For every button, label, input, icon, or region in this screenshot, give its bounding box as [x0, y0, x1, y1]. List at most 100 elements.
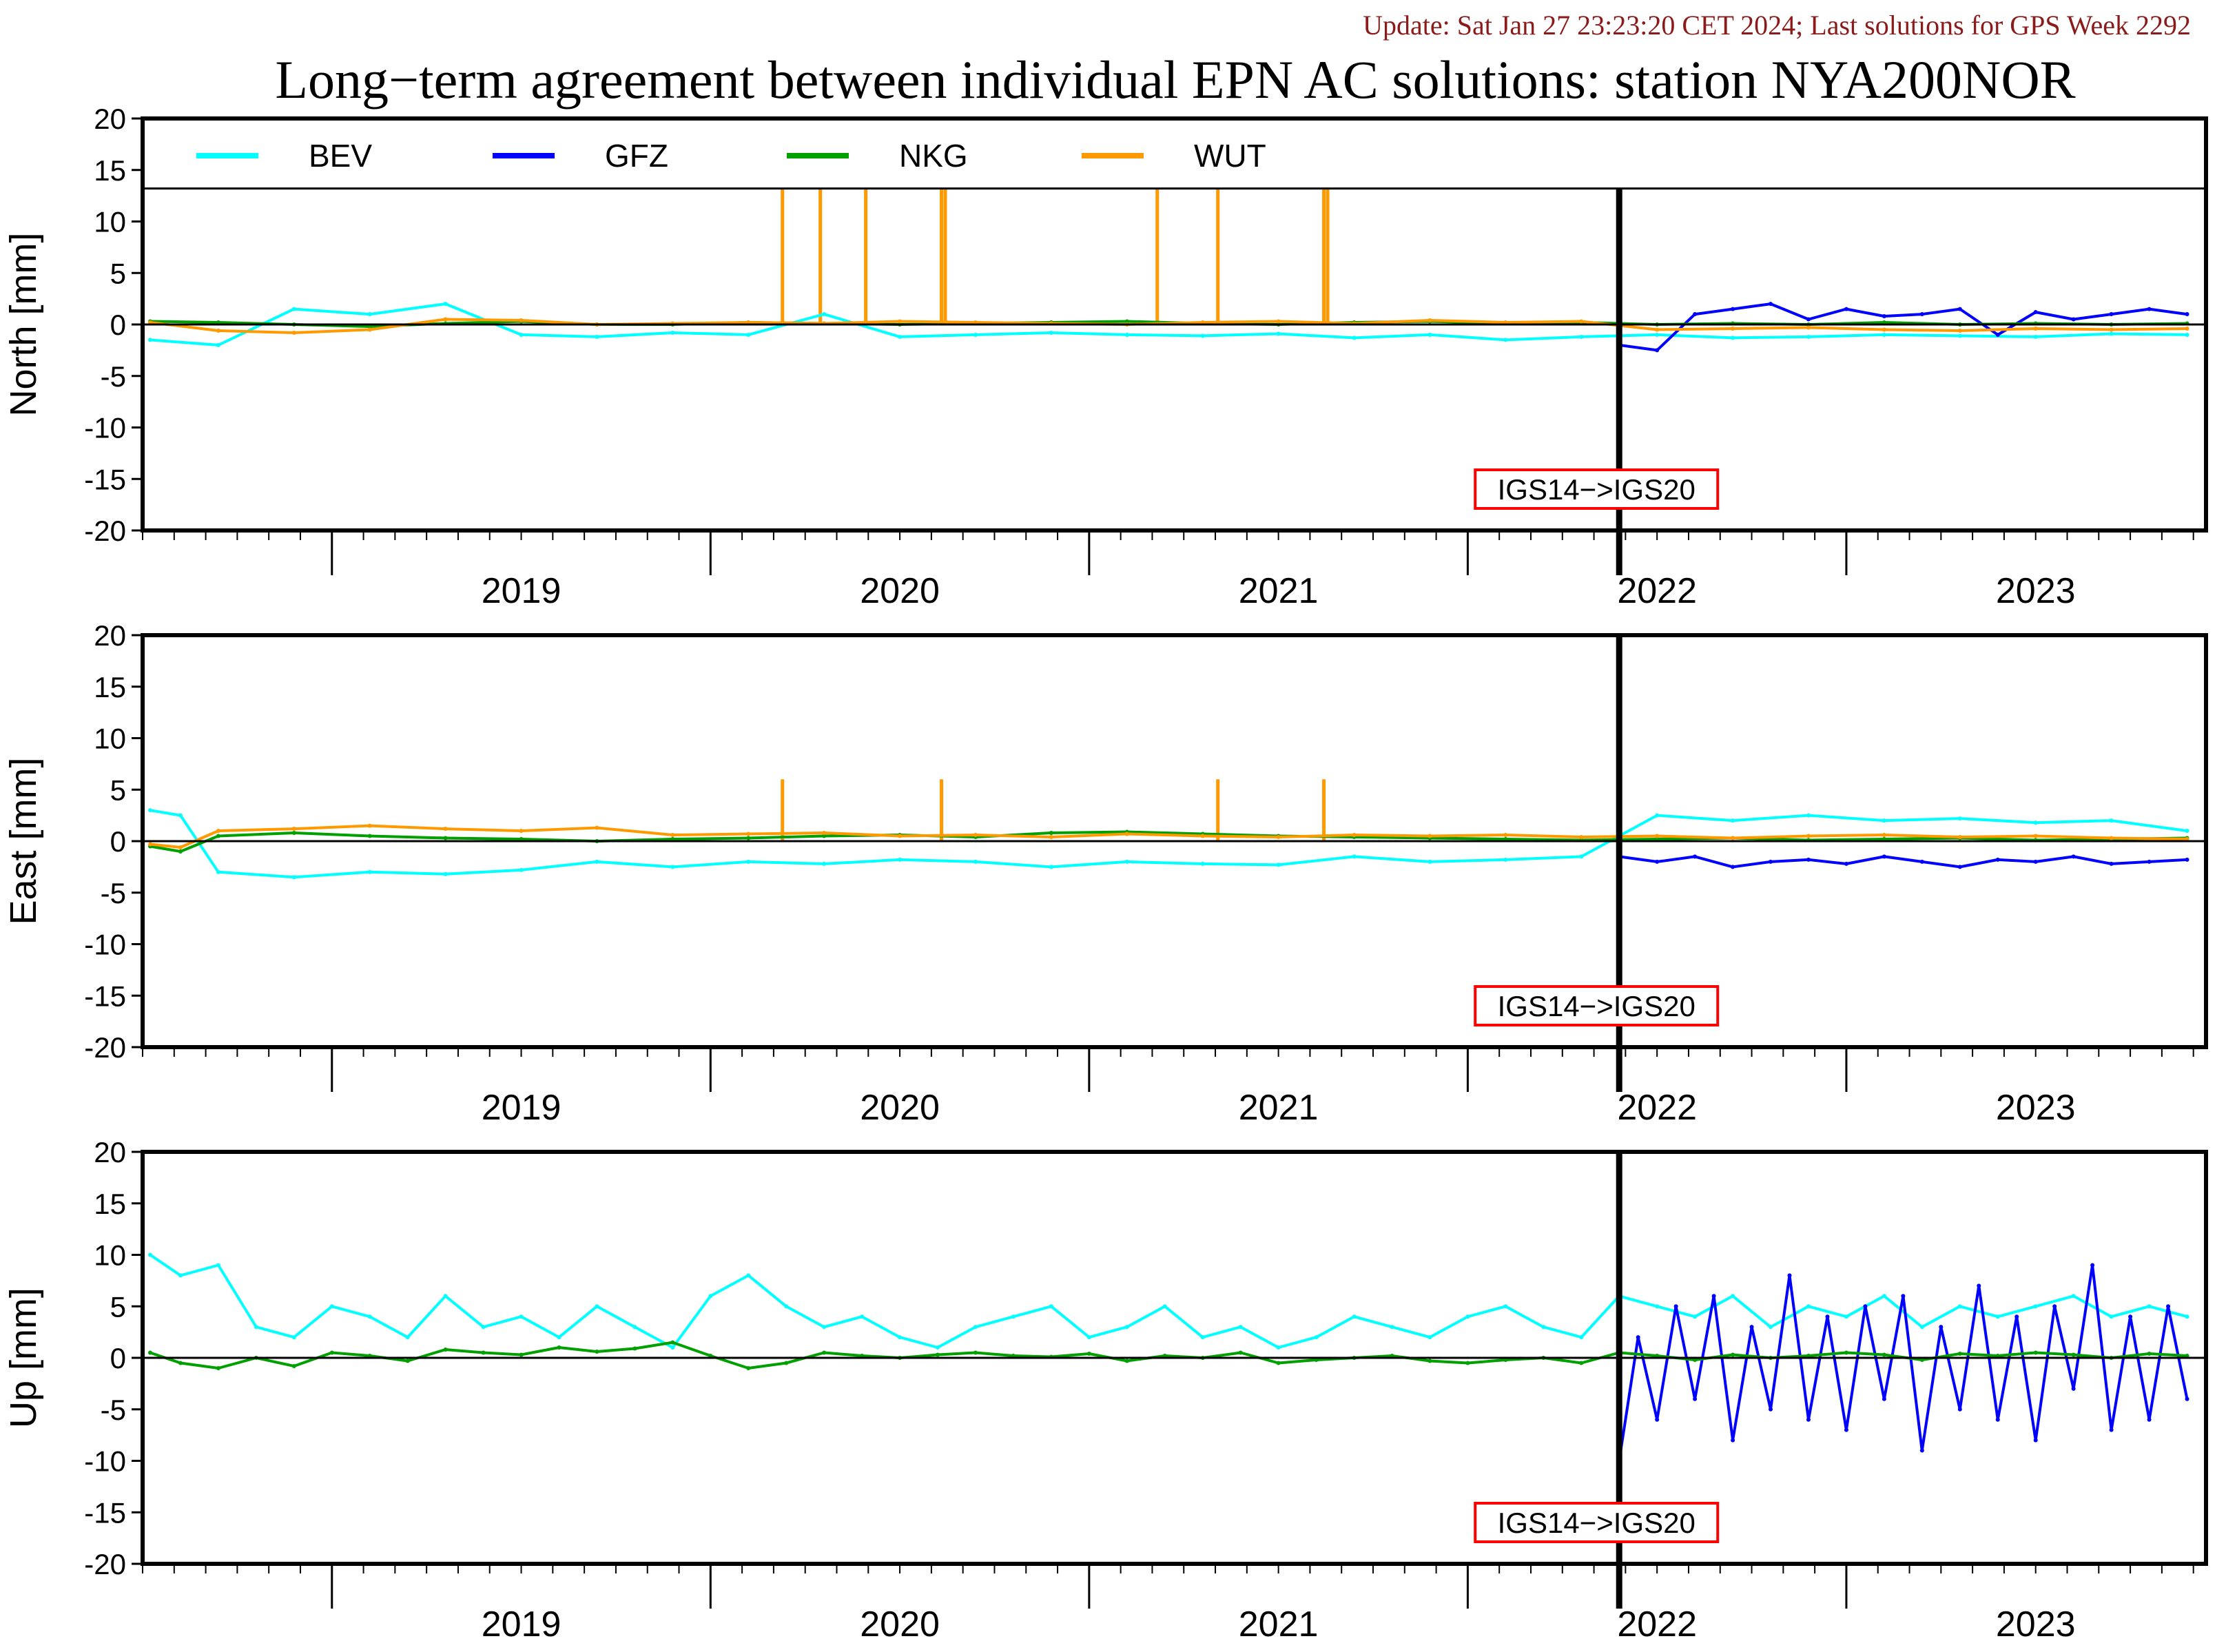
data-point-gfz — [1769, 302, 1773, 307]
data-point-gfz — [2071, 854, 2076, 859]
data-point-gfz — [1977, 1283, 1981, 1288]
data-point-wut — [1276, 319, 1281, 324]
x-year-label: 2023 — [1996, 571, 2076, 611]
data-point-bev — [216, 1263, 220, 1268]
x-year-label: 2019 — [482, 1088, 561, 1128]
data-point-gfz — [1711, 1294, 1716, 1299]
data-point-wut — [2109, 327, 2114, 332]
y-tick-label: 20 — [94, 619, 126, 652]
data-point-gfz — [1844, 861, 1848, 866]
data-point-wut — [216, 829, 220, 834]
data-point-nkg — [1882, 1352, 1886, 1357]
data-point-bev — [1957, 1304, 1962, 1309]
data-point-gfz — [1995, 332, 2000, 337]
data-point-gfz — [1957, 865, 1962, 869]
y-tick-label: 0 — [110, 1342, 126, 1374]
data-point-gfz — [1863, 1304, 1868, 1309]
data-point-nkg — [632, 1346, 637, 1351]
data-point-bev — [147, 338, 152, 342]
data-point-wut — [1655, 834, 1660, 838]
data-point-bev — [1731, 818, 1735, 823]
y-tick-label: -5 — [101, 360, 126, 393]
data-point-gfz — [1919, 859, 1924, 864]
data-point-wut — [1579, 835, 1584, 840]
data-point-nkg — [147, 1350, 152, 1355]
data-point-nkg — [2071, 1352, 2076, 1357]
data-point-gfz — [2185, 1396, 2189, 1401]
data-point-bev — [1124, 859, 1129, 864]
data-point-gfz — [2052, 1304, 2057, 1309]
data-point-gfz — [2033, 1438, 2038, 1443]
data-point-wut — [1276, 835, 1281, 840]
data-point-nkg — [1124, 1359, 1129, 1363]
data-point-wut — [443, 317, 448, 322]
data-point-bev — [1503, 338, 1508, 342]
data-point-gfz — [1882, 1396, 1886, 1401]
y-tick-label: -15 — [84, 1496, 126, 1529]
data-point-bev — [822, 312, 827, 317]
data-point-gfz — [1957, 1407, 1962, 1412]
data-point-gfz — [2109, 861, 2114, 866]
plot-frame — [141, 633, 2208, 1049]
data-point-bev — [1919, 1325, 1924, 1330]
data-point-bev — [367, 312, 372, 317]
data-point-bev — [1465, 1314, 1470, 1319]
data-point-gfz — [2090, 1263, 2095, 1268]
y-tick-label: -20 — [84, 515, 126, 547]
data-point-nkg — [291, 1363, 296, 1368]
data-point-bev — [291, 875, 296, 880]
chart-title: Long−term agreement between individual E… — [275, 50, 2075, 110]
data-point-nkg — [443, 836, 448, 840]
data-point-bev — [1731, 1294, 1735, 1299]
data-point-nkg — [1428, 1359, 1432, 1363]
data-point-bev — [1693, 1314, 1698, 1319]
data-point-bev — [1579, 1335, 1584, 1340]
data-point-bev — [1238, 1325, 1243, 1330]
data-point-gfz — [1731, 307, 1735, 311]
y-tick-label: 20 — [94, 103, 126, 135]
data-point-bev — [595, 334, 599, 339]
y-tick-label: -15 — [84, 463, 126, 495]
panel-east: 20 15 10 5 0 -5 -10 -15 -20 East [mm] 2019 2020 2021… — [3, 619, 2208, 1128]
data-point-gfz — [1655, 859, 1660, 864]
data-point-nkg — [2147, 1352, 2152, 1356]
data-point-wut — [1579, 319, 1584, 324]
y-tick-label: -10 — [84, 1445, 126, 1478]
y-tick-label: 0 — [110, 825, 126, 858]
data-point-bev — [1011, 1314, 1016, 1319]
data-point-gfz — [1693, 1396, 1698, 1401]
data-point-wut — [216, 328, 220, 333]
data-point-gfz — [1693, 854, 1698, 859]
data-point-gfz — [1731, 1438, 1735, 1443]
data-point-bev — [1390, 1325, 1394, 1330]
data-point-bev — [481, 1325, 486, 1330]
data-point-wut — [898, 834, 903, 838]
data-point-bev — [822, 1325, 827, 1330]
data-point-gfz — [1901, 1294, 1906, 1299]
data-point-bev — [1957, 816, 1962, 821]
data-point-bev — [2185, 829, 2189, 834]
data-point-bev — [822, 861, 827, 866]
data-point-gfz — [1995, 1417, 2000, 1422]
x-year-label: 2021 — [1239, 1604, 1319, 1644]
data-point-wut — [1124, 832, 1129, 836]
data-point-gfz — [1939, 1325, 1944, 1330]
data-point-bev — [860, 1314, 865, 1319]
y-tick-label: -15 — [84, 980, 126, 1012]
data-point-gfz — [2147, 1417, 2152, 1422]
data-point-wut — [746, 832, 751, 836]
data-point-nkg — [291, 831, 296, 836]
data-point-gfz — [1636, 1335, 1640, 1340]
annotation-box — [1474, 1502, 1720, 1543]
data-point-bev — [898, 1335, 903, 1340]
data-point-wut — [670, 833, 675, 838]
data-point-bev — [519, 332, 524, 337]
x-year-label: 2022 — [1617, 571, 1697, 611]
data-point-bev — [595, 1304, 599, 1309]
data-point-nkg — [178, 849, 183, 854]
series-line-nkg — [150, 1341, 2187, 1370]
data-point-gfz — [1731, 865, 1735, 869]
data-point-nkg — [2033, 1350, 2038, 1355]
data-point-bev — [1806, 1304, 1811, 1309]
y-axis-title: Up [mm] — [3, 1288, 44, 1428]
